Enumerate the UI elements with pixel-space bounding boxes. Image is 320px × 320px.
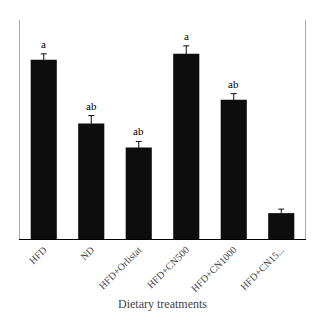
svg-text:ND: ND — [78, 244, 96, 262]
svg-text:ab: ab — [133, 125, 144, 137]
svg-text:HFD+CN500: HFD+CN500 — [145, 244, 191, 290]
svg-text:Dietary treatments: Dietary treatments — [118, 297, 207, 311]
svg-text:ab: ab — [228, 78, 239, 90]
svg-text:a: a — [184, 30, 189, 42]
svg-text:HFD+Orlistat: HFD+Orlistat — [97, 244, 144, 291]
svg-text:HFD+CN1000: HFD+CN1000 — [189, 244, 239, 294]
svg-text:HFD: HFD — [27, 244, 49, 266]
svg-text:ab: ab — [86, 100, 97, 112]
svg-text:HFD+CN15...: HFD+CN15... — [238, 244, 286, 292]
svg-text:a: a — [41, 38, 46, 50]
